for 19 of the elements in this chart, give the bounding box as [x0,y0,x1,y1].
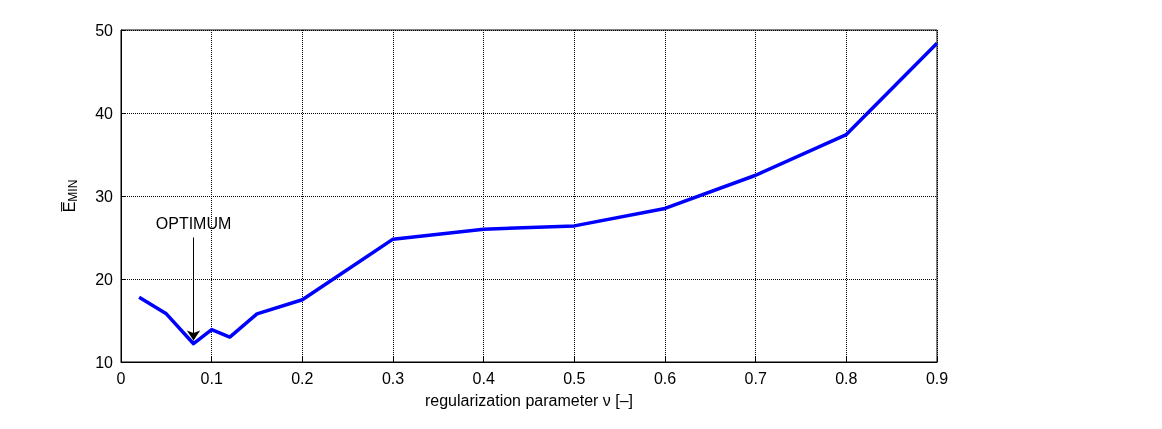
x-tick-label: 0.6 [653,369,677,387]
annotation: OPTIMUM [155,215,232,232]
x-tick-label: 0.9 [925,369,949,387]
x-tick-label: 0.3 [381,369,405,387]
y-tick-label: 20 [95,270,114,288]
line-series [137,41,939,346]
x-tick-label: 0.2 [291,369,314,387]
x-tick-label: 0.5 [563,369,586,387]
x-tick-label: 0.7 [744,369,767,387]
x-tick-label: 0.8 [835,369,858,387]
x-tick-label: 0.1 [200,369,223,387]
y-tick-label: 10 [95,353,114,371]
x-tick-label: 0 [116,369,126,387]
y-tick-label: 50 [95,21,114,39]
y-tick-label: 30 [95,187,114,205]
x-tick-label: 0.4 [472,369,495,387]
x-axis-title: regularization parameter ν [–] [424,391,634,409]
y-tick-label: 40 [95,104,114,122]
y-axis-title: E̅MIN [60,179,80,213]
